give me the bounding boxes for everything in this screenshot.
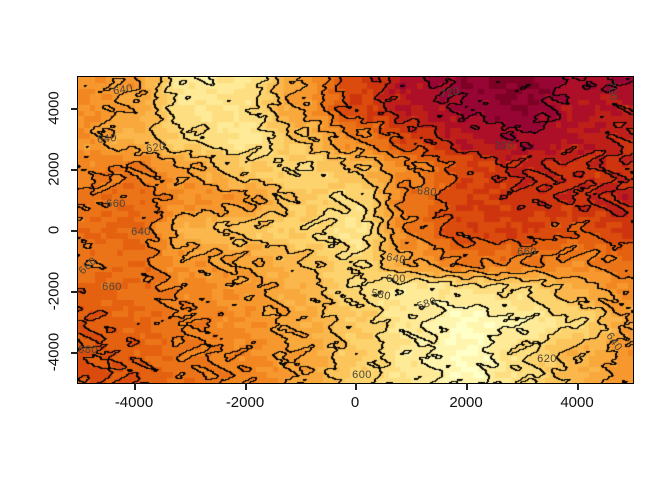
y-tick-mark xyxy=(71,352,78,354)
y-tick-mark xyxy=(71,291,78,293)
y-tick-label: 0 xyxy=(45,225,63,235)
y-tick-label: 4000 xyxy=(45,91,63,125)
x-tick-mark xyxy=(134,383,136,390)
x-tick-label: 2000 xyxy=(449,394,483,411)
y-tick-mark xyxy=(71,230,78,232)
x-tick-label: 4000 xyxy=(560,394,594,411)
x-tick-mark xyxy=(466,383,468,390)
y-tick-label: 2000 xyxy=(45,152,63,186)
x-tick-label: -4000 xyxy=(114,394,154,411)
y-tick-label: -4000 xyxy=(45,332,63,372)
x-tick-mark xyxy=(577,383,579,390)
y-tick-mark xyxy=(71,169,78,171)
x-tick-mark xyxy=(245,383,247,390)
y-tick-label: -2000 xyxy=(45,271,63,311)
x-tick-label: 0 xyxy=(350,394,360,411)
contour-heatmap-canvas xyxy=(78,77,633,383)
x-tick-label: -2000 xyxy=(225,394,265,411)
plot-area: 640 640 620 660 640 660 660 680 720 700 700 680 640 6… xyxy=(77,76,634,384)
y-tick-mark xyxy=(71,108,78,110)
x-tick-mark xyxy=(355,383,357,390)
